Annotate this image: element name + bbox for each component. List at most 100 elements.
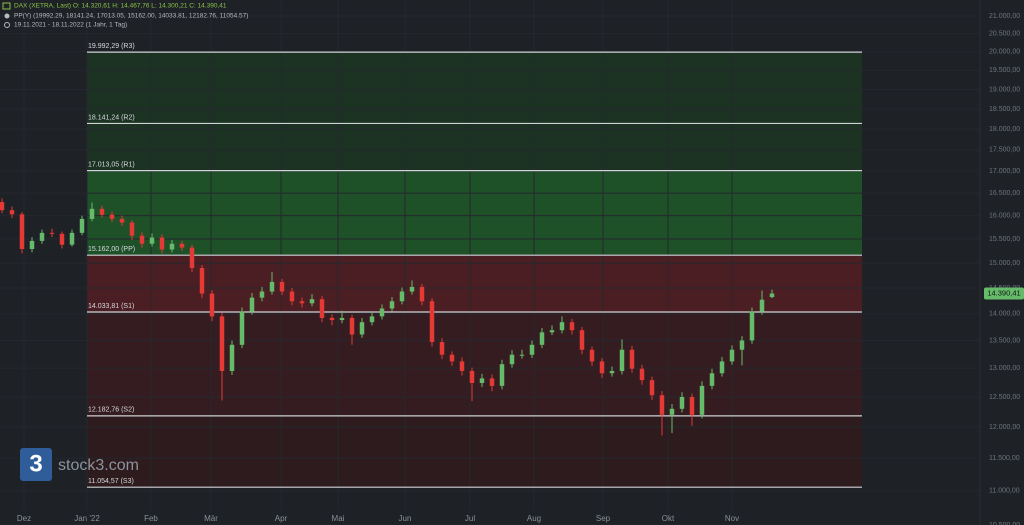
- candle-body: [449, 354, 455, 362]
- candle-body: [169, 243, 175, 250]
- candle-body: [479, 378, 485, 383]
- candle-body: [39, 232, 45, 241]
- y-tick-label: 15.500,00: [989, 236, 1020, 243]
- candle-body: [0, 202, 5, 211]
- y-tick-label: 13.000,00: [989, 365, 1020, 372]
- y-tick-label: 12.500,00: [989, 394, 1020, 401]
- candle-body: [199, 267, 205, 294]
- candle-body: [649, 380, 655, 396]
- candle-body: [509, 354, 515, 365]
- candle-body: [579, 330, 585, 350]
- candle-body: [219, 316, 225, 371]
- candle-body: [569, 322, 575, 331]
- y-tick-label: 17.000,00: [989, 168, 1020, 175]
- candle-body: [9, 210, 15, 215]
- candle-body: [239, 311, 245, 345]
- pivot-label: 15.162,00 (PP): [88, 246, 135, 253]
- header-line: DAX (XETRA, Last) O: 14.320,61 H: 14.467…: [14, 3, 227, 10]
- candle-body: [369, 316, 375, 323]
- y-tick-label: 13.500,00: [989, 337, 1020, 344]
- candle-body: [179, 243, 185, 248]
- header-line: 19.11.2021 - 18.11.2022 (1 Jahr, 1 Tag): [14, 22, 127, 29]
- candle-body: [719, 361, 725, 374]
- candle-body: [589, 349, 595, 362]
- candle-body: [749, 311, 755, 341]
- candle-body: [279, 281, 285, 292]
- candle-body: [269, 281, 275, 292]
- pivot-label: 14.033,81 (S1): [88, 303, 134, 310]
- icon: [4, 13, 10, 19]
- y-tick-label: 16.000,00: [989, 213, 1020, 220]
- pivot-label: 19.992,29 (R3): [88, 43, 135, 50]
- y-tick-label: 20.500,00: [989, 31, 1020, 38]
- watermark: stock3.com: [58, 457, 139, 474]
- candle-body: [229, 344, 235, 371]
- y-tick-label: 21.000,00: [989, 13, 1020, 20]
- candle-body: [679, 396, 685, 409]
- candle-body: [119, 218, 125, 223]
- candle-body: [329, 317, 335, 321]
- y-tick-label: 18.000,00: [989, 126, 1020, 133]
- candle-body: [59, 233, 65, 245]
- x-tick-label: Mai: [332, 514, 345, 523]
- y-tick-label: 19.500,00: [989, 67, 1020, 74]
- y-tick-label: 19.000,00: [989, 86, 1020, 93]
- candle-body: [79, 218, 85, 233]
- candle-body: [109, 214, 115, 219]
- candle-body: [549, 330, 555, 333]
- y-tick-label: 16.500,00: [989, 190, 1020, 197]
- x-tick-label: Nov: [725, 514, 739, 523]
- header-line: PP(Y) (19992.29, 18141.24, 17013.05, 151…: [14, 13, 248, 20]
- y-tick-label: 18.500,00: [989, 106, 1020, 113]
- candle-body: [439, 342, 445, 355]
- candle-body: [489, 378, 495, 386]
- candle-body: [639, 368, 645, 381]
- candle-body: [629, 349, 635, 369]
- last-price-box: [984, 287, 1024, 300]
- pivot-zone: [87, 415, 862, 488]
- logo-text: 3: [29, 450, 42, 477]
- x-tick-label: Sep: [596, 514, 611, 523]
- candle-body: [659, 395, 665, 415]
- candle-body: [599, 361, 605, 374]
- pivot-label: 17.013,05 (R1): [88, 161, 135, 168]
- x-tick-label: Jun: [399, 514, 412, 523]
- candle-body: [469, 370, 475, 383]
- candle-body: [149, 237, 155, 244]
- candle-body: [459, 361, 465, 371]
- candle-body: [189, 247, 195, 268]
- candle-body: [69, 232, 75, 245]
- y-tick-label: 17.500,00: [989, 147, 1020, 154]
- candle-body: [689, 396, 695, 415]
- candle-body: [249, 297, 255, 312]
- candle-body: [209, 293, 215, 317]
- y-tick-label: 10.500,00: [989, 522, 1020, 525]
- pivot-label: 18.141,24 (R2): [88, 114, 135, 121]
- last-price-label: 14.390,41: [987, 289, 1020, 298]
- candle-body: [739, 340, 745, 350]
- candle-body: [349, 317, 355, 335]
- candle-body: [519, 354, 525, 356]
- y-tick-label: 14.000,00: [989, 311, 1020, 318]
- icon: [4, 22, 10, 28]
- candle-body: [289, 291, 295, 302]
- candle-body: [159, 237, 165, 250]
- x-tick-label: Mär: [204, 514, 218, 523]
- candle-body: [699, 385, 705, 415]
- candle-body: [559, 322, 565, 331]
- x-tick-label: Okt: [662, 514, 675, 523]
- candle-body: [759, 299, 765, 312]
- candle-body: [139, 235, 145, 244]
- candle-body: [419, 286, 425, 302]
- candle-body: [299, 301, 305, 304]
- candle-body: [89, 208, 95, 219]
- candle-body: [709, 373, 715, 386]
- pivot-zone: [87, 311, 862, 416]
- candle-body: [29, 240, 35, 250]
- x-tick-label: Apr: [275, 514, 288, 523]
- pivot-zone: [87, 52, 862, 124]
- y-tick-label: 11.500,00: [989, 455, 1020, 462]
- candle-body: [619, 349, 625, 371]
- x-tick-label: Dez: [17, 514, 31, 523]
